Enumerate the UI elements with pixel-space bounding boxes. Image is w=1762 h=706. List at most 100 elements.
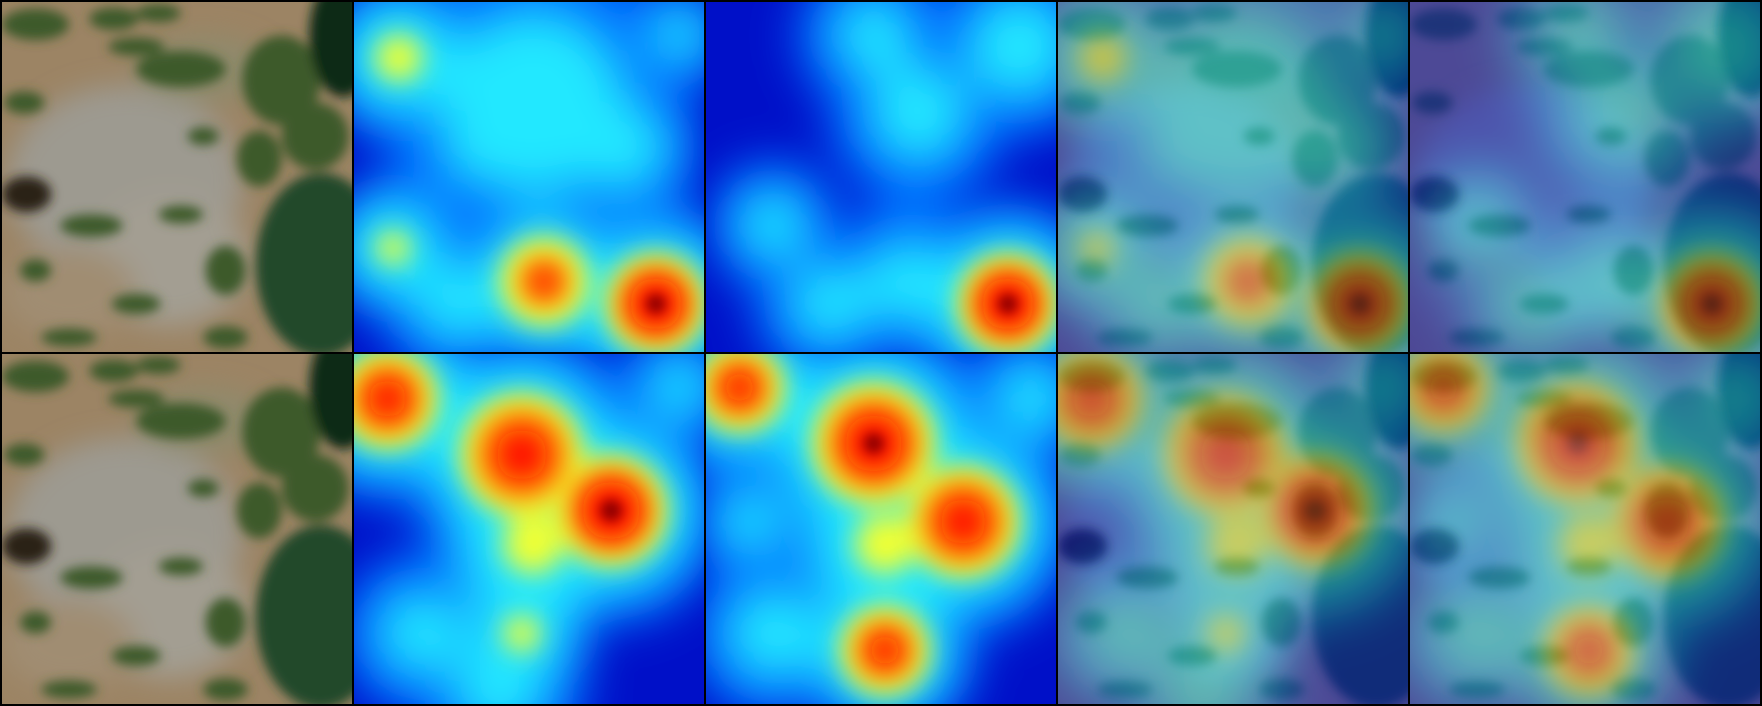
image-tile <box>354 354 704 704</box>
heat-blob <box>531 269 557 294</box>
tree-patch <box>89 7 139 30</box>
heat-blob <box>868 634 901 667</box>
tile-content <box>1058 354 1408 704</box>
vegetation <box>2 2 352 352</box>
heat-blob <box>1072 379 1111 419</box>
tree-patch <box>111 645 161 666</box>
heat-blob <box>854 513 916 575</box>
heat-blob <box>1567 237 1655 326</box>
tree-patch <box>108 389 165 408</box>
image-tile <box>1410 354 1760 704</box>
heat-blob <box>1080 231 1114 265</box>
tree-patch <box>136 356 181 375</box>
heat-blob <box>1427 371 1460 404</box>
heat-blob <box>1081 589 1169 678</box>
lake <box>255 173 352 352</box>
image-tile <box>1410 2 1760 352</box>
heat-layer <box>863 433 884 454</box>
pond <box>2 176 52 213</box>
tile-content <box>2 354 352 704</box>
tile-content <box>354 2 704 352</box>
heat-blob <box>965 2 1056 101</box>
tree-patch <box>89 359 139 382</box>
heat-blob <box>723 371 756 404</box>
heat-blob <box>646 294 666 314</box>
tree-patch <box>281 102 349 170</box>
heat-blob <box>1156 642 1251 704</box>
heat-blob <box>1572 63 1673 165</box>
heat-blob <box>726 586 821 681</box>
heat-blob <box>1430 586 1525 681</box>
heat-overlay <box>1058 354 1408 704</box>
heat-blob <box>648 6 704 65</box>
tile-content <box>1410 2 1760 352</box>
tree-patch <box>19 611 52 634</box>
tile-content <box>706 2 1056 352</box>
heat-blob <box>863 237 951 326</box>
heat-layer <box>646 294 666 314</box>
heat-layer <box>1350 294 1370 314</box>
heat-overlay <box>1058 2 1408 352</box>
heat-blob <box>1079 34 1127 82</box>
heat-blob <box>1492 263 1574 345</box>
image-tile <box>2 354 352 704</box>
heat-blob <box>1350 294 1370 314</box>
lake <box>309 2 352 98</box>
heat-blob <box>1702 294 1722 314</box>
image-tile <box>2 2 352 352</box>
heat-blob <box>1349 354 1408 421</box>
heat-blob <box>1200 429 1252 481</box>
heat-overlay <box>1410 2 1760 352</box>
heat-blob <box>414 263 495 345</box>
tree-patch <box>60 566 123 589</box>
tree-patch <box>158 205 204 224</box>
vegetation <box>2 354 352 704</box>
rock-area <box>2 600 137 690</box>
heat-blob <box>1279 100 1374 195</box>
heat-blob <box>1144 110 1218 185</box>
heat-blob <box>368 379 407 419</box>
heat-blob <box>992 361 1056 437</box>
heat-layer <box>1567 433 1588 454</box>
heat-blob <box>496 429 548 481</box>
heat-blob <box>502 513 564 575</box>
rock-area <box>2 248 137 338</box>
heat-blob <box>868 63 969 165</box>
tree-patch <box>41 328 98 347</box>
image-tile <box>1058 354 1408 704</box>
heat-blob <box>1304 499 1327 522</box>
heat-blob <box>645 354 704 421</box>
heat-blob <box>1352 6 1408 65</box>
heat-blob <box>377 589 465 678</box>
tree-patch <box>136 51 226 87</box>
tree-patch <box>205 245 246 295</box>
tile-content <box>2 2 352 352</box>
tree-patch <box>19 259 52 282</box>
tree-patch <box>111 293 161 314</box>
tree-patch <box>205 597 246 647</box>
heat-blob <box>718 489 784 555</box>
tree-patch <box>108 37 165 56</box>
image-tile <box>706 2 1056 352</box>
tree-patch <box>2 360 70 393</box>
heat-blob <box>503 615 541 653</box>
heat-blob <box>1441 190 1513 261</box>
heat-blob <box>1206 513 1268 575</box>
tile-content <box>1058 2 1408 352</box>
heat-layer <box>1427 371 1691 667</box>
tree-patch <box>242 35 321 126</box>
image-tile <box>354 2 704 352</box>
pond <box>2 528 52 565</box>
heat-blob <box>376 231 410 265</box>
heat-blob <box>1558 513 1620 575</box>
lake <box>255 525 352 704</box>
tree-patch <box>187 479 219 498</box>
tile-content <box>706 354 1056 704</box>
tree-patch <box>2 8 70 41</box>
lake <box>309 354 352 450</box>
heat-layer <box>998 294 1018 314</box>
heat-blob <box>600 499 623 522</box>
tree-patch <box>203 326 249 349</box>
tree-patch <box>4 91 45 114</box>
